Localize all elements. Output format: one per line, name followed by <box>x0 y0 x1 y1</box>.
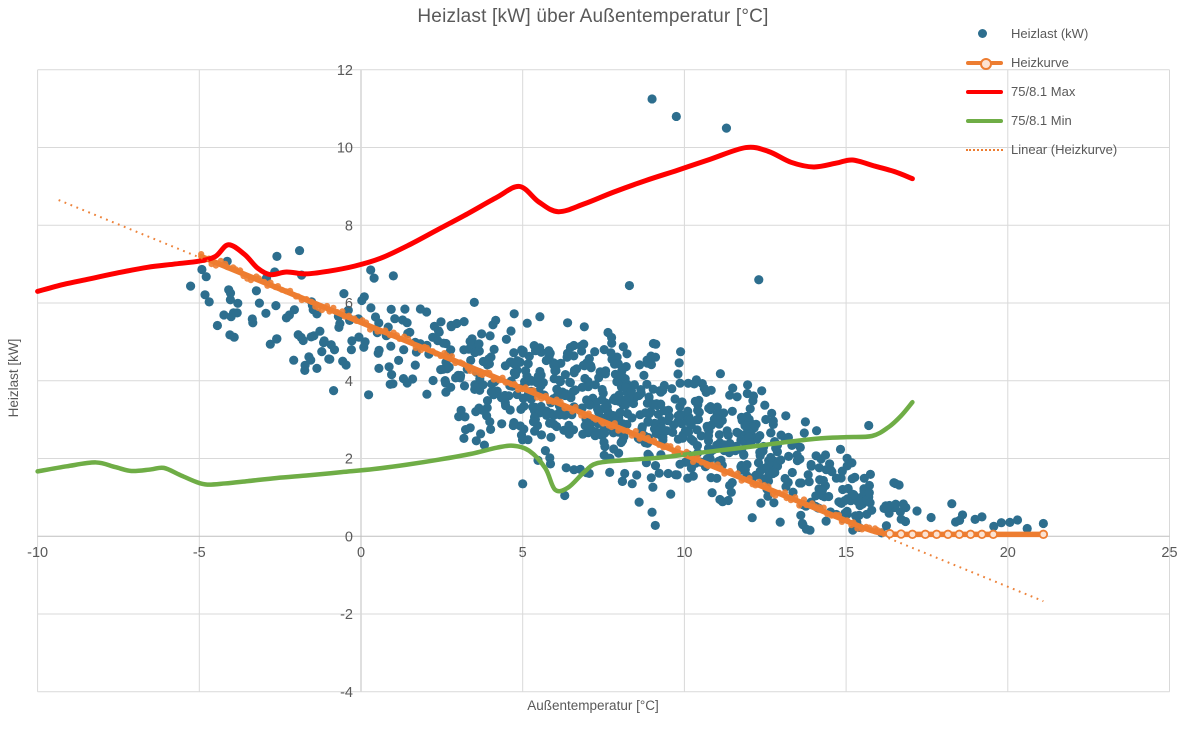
y-tick-label[interactable]: 10 <box>337 141 353 157</box>
y-tick-label[interactable]: 0 <box>345 529 353 545</box>
legend-item-label: 75/8.1 Min <box>1011 113 1072 128</box>
x-tick-label[interactable]: 20 <box>1000 545 1016 561</box>
y-axis-tick-labels[interactable]: 12 10 8 6 4 2 0 -2 -4 <box>337 63 353 701</box>
legend-item-label: Heizlast (kW) <box>1011 26 1089 41</box>
y-tick-label[interactable]: -2 <box>340 607 353 623</box>
series-min-line <box>35 399 915 494</box>
x-tick-label[interactable]: -10 <box>27 545 48 561</box>
chart-title[interactable]: Heizlast [kW] über Außentemperatur [°C] <box>417 6 769 27</box>
legend-item-label: Heizkurve <box>1011 55 1069 70</box>
x-axis-tick-labels[interactable]: -10 -5 0 5 10 15 20 25 <box>27 545 1177 561</box>
series-max-line <box>35 144 915 294</box>
x-tick-label[interactable]: 15 <box>838 545 854 561</box>
legend-item-linear-heizkurve[interactable]: Linear (Heizkurve) <box>966 140 1181 159</box>
legend-item-heizlast-kw[interactable]: Heizlast (kW) <box>966 24 1181 43</box>
legend-item-75-8-1-min[interactable]: 75/8.1 Min <box>966 111 1181 130</box>
legend-item-label: Linear (Heizkurve) <box>1011 142 1118 157</box>
series-linear-trendline <box>58 199 1044 603</box>
dotted-line-icon <box>966 148 1006 151</box>
y-tick-label[interactable]: -4 <box>340 685 353 701</box>
legend-item-heizkurve[interactable]: Heizkurve <box>966 53 1181 72</box>
y-tick-label[interactable]: 6 <box>345 296 353 312</box>
x-tick-label[interactable]: 5 <box>519 545 527 561</box>
legend-item-label: 75/8.1 Max <box>1011 84 1076 99</box>
y-tick-label[interactable]: 12 <box>337 63 353 79</box>
x-tick-label[interactable]: 25 <box>1161 545 1177 561</box>
line-icon <box>966 89 1006 94</box>
legend: Heizlast (kW) Heizkurve 75/8.1 Max 75/8.1 M… <box>966 24 1181 159</box>
line-icon <box>966 118 1006 123</box>
series-heizlast <box>186 94 1048 538</box>
y-tick-label[interactable]: 2 <box>345 452 353 468</box>
line-with-marker-icon <box>966 57 1006 70</box>
x-tick-label[interactable]: -5 <box>193 545 206 561</box>
legend-item-75-8-1-max[interactable]: 75/8.1 Max <box>966 82 1181 101</box>
gridlines <box>37 69 1170 693</box>
scatter-dot-icon <box>966 29 1006 38</box>
x-tick-label[interactable]: 10 <box>676 545 692 561</box>
y-tick-label[interactable]: 8 <box>345 218 353 234</box>
x-axis-title[interactable]: Außentemperatur [°C] <box>527 698 659 713</box>
y-tick-label[interactable]: 4 <box>345 374 353 390</box>
y-axis-title[interactable]: Heizlast [kW] <box>6 339 21 418</box>
x-tick-label[interactable]: 0 <box>357 545 365 561</box>
